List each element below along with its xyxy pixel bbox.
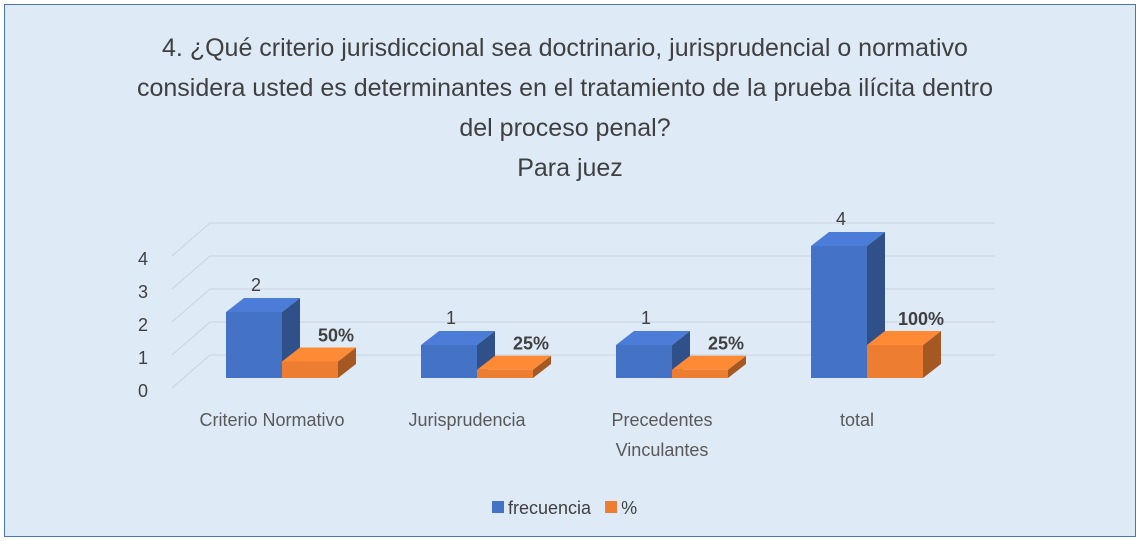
data-label: 25% (708, 334, 744, 354)
bar-face (923, 331, 941, 378)
y-tick-label: 3 (138, 282, 148, 302)
bar (867, 331, 941, 378)
bar-face (672, 355, 746, 370)
y-tick-label: 2 (138, 315, 148, 335)
grid-line (171, 288, 995, 323)
grid-line (171, 354, 995, 389)
bar-face (811, 246, 867, 378)
bar-face (533, 355, 551, 378)
bar-face (616, 331, 690, 345)
bar-face (421, 331, 495, 345)
bar-face (421, 345, 477, 378)
data-label: 100% (898, 309, 944, 329)
bar-face (672, 369, 728, 378)
bar-face (282, 347, 356, 362)
bar (477, 355, 551, 378)
x-tick-label: Jurisprudencia (408, 410, 526, 430)
grid-line (171, 321, 995, 356)
data-label: 25% (513, 334, 549, 354)
grid-line (171, 222, 995, 257)
x-tick-label: total (839, 410, 875, 430)
bar-face (867, 331, 941, 345)
legend-swatch (605, 501, 618, 513)
data-label: 50% (318, 325, 354, 345)
data-label: 1 (446, 308, 456, 328)
data-label: 2 (251, 275, 261, 295)
legend-label: % (621, 498, 637, 518)
bar-face (477, 355, 551, 370)
bar-face (477, 369, 533, 378)
bar-face (282, 361, 338, 378)
grid-line (171, 255, 995, 290)
legend-swatch (492, 501, 504, 513)
x-tick-label: Precedentes Vinculantes (611, 410, 713, 460)
bar-face (811, 232, 885, 246)
bar-face (616, 345, 672, 378)
bar (421, 331, 495, 378)
bar-face (867, 345, 923, 378)
chart-subtitle: Para juez (517, 154, 623, 182)
legend-label: frecuencia (508, 498, 592, 518)
bar-face (728, 355, 746, 378)
bar-face (338, 347, 356, 378)
x-tick-label: Criterio Normativo (199, 410, 345, 430)
chart-title: 4. ¿Qué criterio jurisdiccional sea doct… (136, 34, 994, 142)
bar (672, 355, 746, 378)
y-tick-label: 4 (138, 249, 148, 269)
y-tick-label: 1 (138, 348, 148, 368)
bar-face (226, 312, 282, 378)
data-label: 1 (641, 308, 651, 328)
data-label: 4 (836, 209, 846, 229)
bar (282, 347, 356, 378)
y-tick-label: 0 (138, 381, 148, 401)
bar-face (226, 298, 300, 312)
